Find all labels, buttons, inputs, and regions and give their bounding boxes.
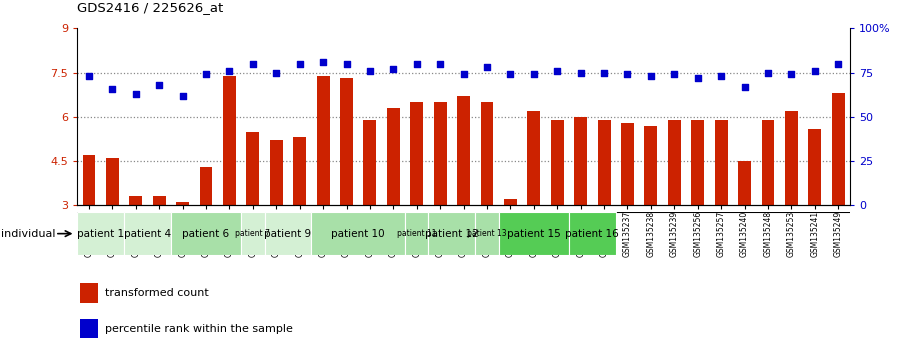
Bar xyxy=(668,120,681,205)
Bar xyxy=(457,96,470,205)
Bar xyxy=(691,120,704,205)
Bar xyxy=(83,155,95,205)
Text: percentile rank within the sample: percentile rank within the sample xyxy=(105,324,293,333)
Point xyxy=(480,64,494,70)
Bar xyxy=(223,75,236,205)
Bar xyxy=(125,212,171,255)
Point xyxy=(199,72,214,77)
Point xyxy=(269,70,284,75)
Bar xyxy=(364,120,376,205)
Bar xyxy=(294,137,306,205)
Point xyxy=(339,61,354,67)
Point xyxy=(620,72,634,77)
Bar xyxy=(265,212,312,255)
Point xyxy=(245,61,260,67)
Bar xyxy=(481,102,494,205)
Point xyxy=(433,61,447,67)
Bar xyxy=(77,212,125,255)
Text: patient 10: patient 10 xyxy=(332,229,385,239)
Bar xyxy=(597,120,611,205)
Bar xyxy=(644,126,657,205)
Point xyxy=(222,68,236,74)
Text: patient 6: patient 6 xyxy=(183,229,230,239)
Bar xyxy=(129,196,142,205)
Point xyxy=(550,68,564,74)
Point xyxy=(761,70,775,75)
Bar xyxy=(621,123,634,205)
Bar xyxy=(434,102,446,205)
Bar xyxy=(475,212,499,255)
Bar xyxy=(808,129,821,205)
Bar xyxy=(785,111,798,205)
Bar xyxy=(270,141,283,205)
Text: transformed count: transformed count xyxy=(105,288,208,298)
Point xyxy=(691,75,705,81)
Bar xyxy=(527,111,540,205)
Point xyxy=(409,61,424,67)
Point xyxy=(293,61,307,67)
Text: patient 7: patient 7 xyxy=(235,229,270,238)
Point xyxy=(504,72,518,77)
Point xyxy=(667,72,682,77)
Bar xyxy=(340,79,353,205)
Text: patient 15: patient 15 xyxy=(507,229,561,239)
Point xyxy=(175,93,190,98)
Bar xyxy=(410,102,424,205)
Bar xyxy=(246,132,259,205)
Bar xyxy=(176,202,189,205)
Point xyxy=(128,91,143,97)
Text: patient 12: patient 12 xyxy=(425,229,479,239)
Point xyxy=(456,72,471,77)
Bar xyxy=(714,120,727,205)
Bar xyxy=(574,117,587,205)
Point xyxy=(644,73,658,79)
Point xyxy=(152,82,166,88)
Bar xyxy=(171,212,241,255)
Bar xyxy=(200,167,213,205)
Bar xyxy=(80,319,98,338)
Text: patient 4: patient 4 xyxy=(124,229,171,239)
Point xyxy=(315,59,330,65)
Point xyxy=(363,68,377,74)
Bar xyxy=(569,212,615,255)
Point xyxy=(714,73,728,79)
Point xyxy=(807,68,822,74)
Bar xyxy=(80,283,98,303)
Point xyxy=(386,66,401,72)
Bar xyxy=(551,120,564,205)
Bar xyxy=(106,158,119,205)
Point xyxy=(574,70,588,75)
Point xyxy=(526,72,541,77)
Bar xyxy=(241,212,265,255)
Point xyxy=(105,86,120,91)
Text: patient 11: patient 11 xyxy=(397,229,436,238)
Text: patient 1: patient 1 xyxy=(77,229,125,239)
Point xyxy=(831,61,845,67)
Point xyxy=(597,70,612,75)
Bar xyxy=(153,196,165,205)
Bar xyxy=(405,212,428,255)
Bar xyxy=(738,161,751,205)
Bar xyxy=(499,212,569,255)
Text: individual: individual xyxy=(1,229,55,239)
Bar xyxy=(312,212,405,255)
Bar xyxy=(387,108,400,205)
Bar xyxy=(504,199,517,205)
Point xyxy=(784,72,799,77)
Text: patient 16: patient 16 xyxy=(565,229,619,239)
Bar xyxy=(316,75,330,205)
Text: patient 13: patient 13 xyxy=(467,229,507,238)
Point xyxy=(82,73,96,79)
Bar xyxy=(832,93,844,205)
Point xyxy=(737,84,752,90)
Bar xyxy=(762,120,774,205)
Bar xyxy=(428,212,475,255)
Text: patient 9: patient 9 xyxy=(265,229,312,239)
Text: GDS2416 / 225626_at: GDS2416 / 225626_at xyxy=(77,1,224,14)
